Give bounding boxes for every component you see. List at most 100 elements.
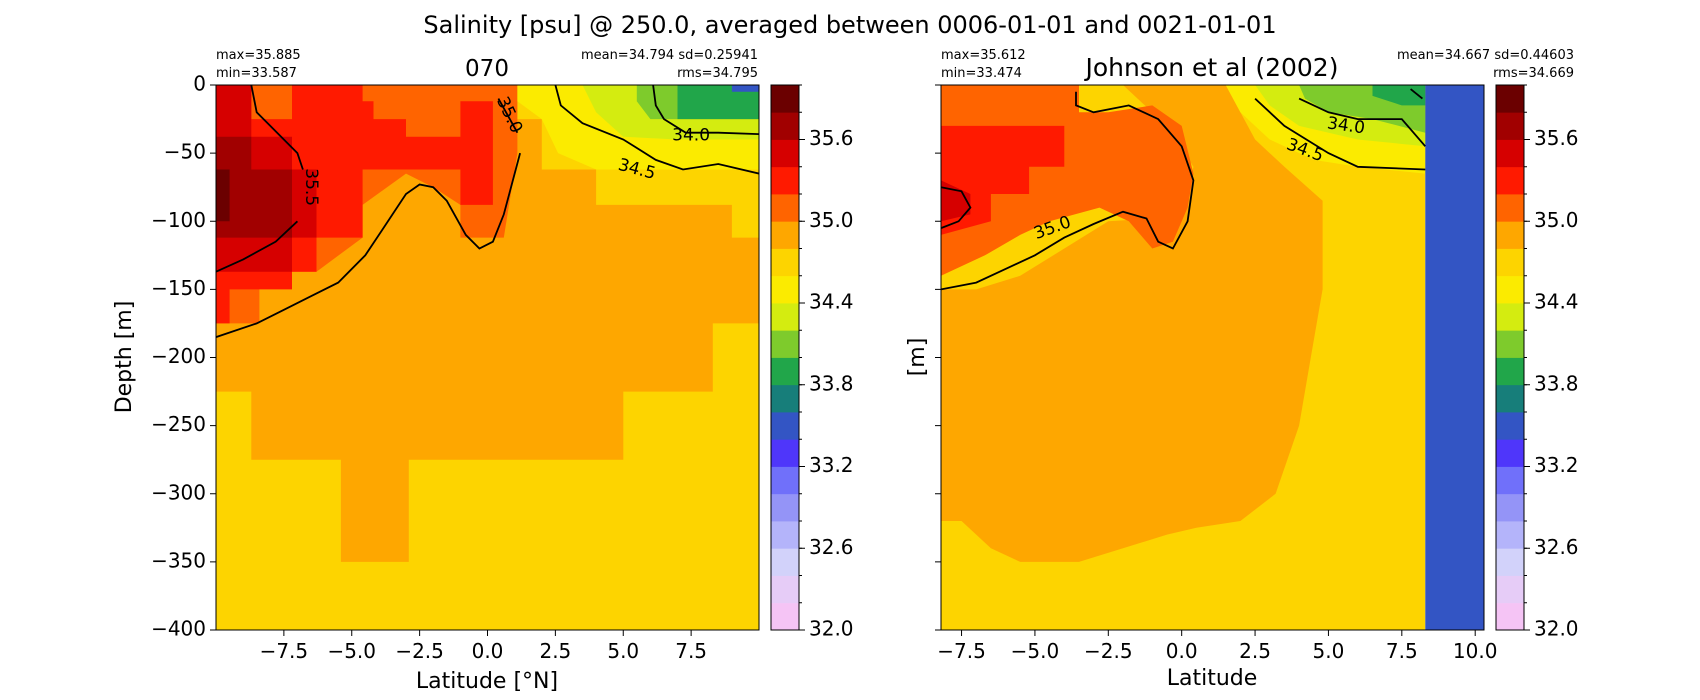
x-tick-label: 5.0 <box>1313 639 1345 663</box>
heatmap-region-9 <box>1425 85 1484 630</box>
y-tick-label: −250 <box>151 412 206 436</box>
colorbar-tick-label: 32.6 <box>1534 535 1579 559</box>
colorbar-swatch <box>771 466 799 495</box>
colorbar-swatch <box>771 303 799 331</box>
contour-line-1 <box>216 220 299 273</box>
contour-line-3 <box>497 98 519 134</box>
panel-right-yaxis <box>935 84 941 631</box>
panel-right-stat-mean: mean=34.667 sd=0.44603 <box>1397 48 1574 63</box>
contour-label-3: 34.0 <box>672 125 710 145</box>
colorbar-swatch <box>1496 384 1524 413</box>
heatmap-region-6 <box>216 169 230 222</box>
colorbar-tick-label: 35.0 <box>809 208 854 232</box>
heatmap-region-3 <box>941 125 1065 235</box>
colorbar-right: 32.0 32.6 33.2 33.8 34.4 35.0 35.6 <box>1495 84 1579 641</box>
colorbar-swatch <box>771 85 799 113</box>
panel-right-title: Johnson et al (2002) <box>1084 53 1339 82</box>
colorbar-swatch <box>1496 548 1524 576</box>
colorbar-tick-label: 32.6 <box>809 535 854 559</box>
heatmap-region-5 <box>216 136 292 238</box>
colorbar-swatch <box>771 412 799 440</box>
colorbar-tick-label: 34.4 <box>1534 290 1579 314</box>
colorbar-swatch <box>1496 194 1524 222</box>
x-tick-label: 7.5 <box>1386 639 1418 663</box>
panel-right-xaxis: −7.5 −5.0 −2.5 0.0 2.5 5.0 7.5 10.0 <box>937 630 1497 663</box>
colorbar-tick-label: 33.8 <box>809 371 854 395</box>
colorbar-tick-label: 35.0 <box>1534 208 1579 232</box>
y-tick-label: 0 <box>193 72 206 96</box>
contour-line-2 <box>1254 97 1426 171</box>
colorbar-tick-label: 35.6 <box>809 126 854 150</box>
panel-left-title: 070 <box>465 56 509 82</box>
heatmap-region-1 <box>941 85 1323 562</box>
x-tick-label: −7.5 <box>260 639 309 663</box>
panel-right-heatmap <box>941 85 1484 630</box>
colorbar-swatch <box>771 221 799 249</box>
colorbar-swatch <box>1496 275 1524 304</box>
x-tick-label: 5.0 <box>607 639 639 663</box>
panel-left-stat-min: min=33.587 <box>216 66 297 81</box>
colorbar-tick-label: 33.2 <box>809 453 854 477</box>
colorbar-swatch <box>1496 248 1524 277</box>
colorbar-swatch <box>1496 439 1524 467</box>
panel-left-xlabel: Latitude [°N] <box>416 669 558 694</box>
contour-label-0: 35.5 <box>301 168 321 206</box>
colorbar-swatch <box>771 275 799 304</box>
y-tick-label: −200 <box>151 344 206 368</box>
x-tick-label: 10.0 <box>1453 639 1498 663</box>
colorbar-swatch <box>1496 357 1524 386</box>
panel-left-ylabel: Depth [m] <box>112 301 137 414</box>
x-tick-label: −5.0 <box>327 639 376 663</box>
colorbar-tick-label: 35.6 <box>1534 126 1579 150</box>
y-tick-label: −300 <box>151 480 206 504</box>
colorbar-tick-label: 32.0 <box>809 617 854 641</box>
colorbar-swatch <box>771 439 799 467</box>
colorbar-swatch <box>1496 493 1524 522</box>
colorbar-swatch <box>771 602 799 631</box>
x-tick-label: −5.0 <box>1011 639 1060 663</box>
contour-line-0 <box>941 91 1195 291</box>
contour-line-2 <box>216 152 521 338</box>
panel-right-stat-max: max=35.612 <box>941 48 1026 63</box>
panel-left-yaxis: 0 −50 −100 −150 −200 −250 −300 −350 −400 <box>151 72 216 641</box>
figure-suptitle: Salinity [psu] @ 250.0, averaged between… <box>423 11 1276 39</box>
colorbar-swatch <box>1496 602 1524 631</box>
panel-left-stat-rms: rms=34.795 <box>677 66 758 81</box>
colorbar-left: 32.0 32.6 33.2 33.8 34.4 35.0 35.6 <box>770 84 854 641</box>
y-tick-label: −50 <box>164 140 206 164</box>
colorbar-tick-label: 33.2 <box>1534 453 1579 477</box>
colorbar-swatch <box>771 575 799 604</box>
x-tick-label: 0.0 <box>472 639 504 663</box>
colorbar-swatch <box>771 330 799 358</box>
y-tick-label: −400 <box>151 617 206 641</box>
contour-line-1 <box>941 186 972 229</box>
x-tick-label: −7.5 <box>937 639 986 663</box>
colorbar-tick-label: 34.4 <box>809 290 854 314</box>
colorbar-swatch <box>1496 575 1524 604</box>
y-tick-label: −100 <box>151 208 206 232</box>
colorbar-swatch <box>1496 521 1524 549</box>
colorbar-tick-label: 33.8 <box>1534 371 1579 395</box>
colorbar-swatch <box>771 384 799 413</box>
contour-line-0 <box>250 85 304 170</box>
panel-right-stat-rms: rms=34.669 <box>1493 66 1574 81</box>
colorbar-swatch <box>771 548 799 576</box>
panel-left-contours: 35.535.034.534.0 <box>216 85 759 338</box>
panel-right-stat-min: min=33.474 <box>941 66 1022 81</box>
colorbar-swatch <box>771 248 799 277</box>
contour-line-5 <box>652 85 759 135</box>
colorbar-swatch <box>1496 466 1524 495</box>
colorbar-swatch <box>1496 139 1524 168</box>
panel-right: Johnson et al (2002) max=35.612 min=33.4… <box>905 48 1574 691</box>
colorbar-swatch <box>1496 330 1524 358</box>
panel-left: 070 max=35.885 min=33.587 mean=34.794 sd… <box>112 48 760 694</box>
x-tick-label: 7.5 <box>675 639 707 663</box>
contour-line-4 <box>554 85 759 175</box>
contour-line-3 <box>1298 97 1426 147</box>
colorbar-swatch <box>1496 303 1524 331</box>
x-tick-label: 2.5 <box>1239 639 1271 663</box>
panel-right-xlabel: Latitude <box>1167 666 1258 691</box>
colorbar-tick-label: 32.0 <box>1534 617 1579 641</box>
colorbar-swatch <box>771 194 799 222</box>
